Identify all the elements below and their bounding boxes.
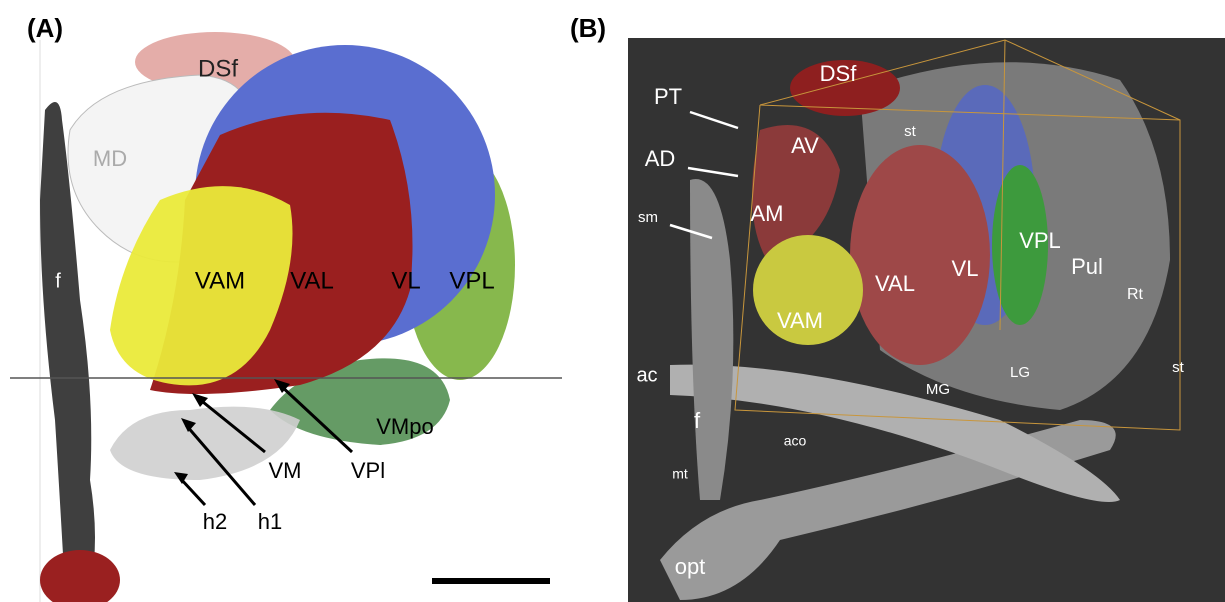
region-label: mt [672,466,688,482]
region-label: DSf [820,61,858,86]
region-label: AM [751,201,784,226]
region-label: PT [654,84,682,109]
region-label: h2 [203,509,227,534]
region-label: VPL [1019,228,1061,253]
region-label: VL [952,256,979,281]
region-label: VMpo [376,414,433,439]
region-label: AD [645,146,676,171]
red-blob [40,550,120,602]
panel-label: (B) [570,13,606,43]
region-label: Rt [1127,286,1144,303]
region-label: VM [269,458,302,483]
figure: (A) (B) DSf MD f VAM VAL VL VPL VMpo VM VPl h2 h1 DS… [0,0,1225,602]
region-label: VAL [290,267,334,294]
region-label: VAM [777,308,823,333]
region-label: VAL [875,271,915,296]
region-label: LG [1010,364,1030,381]
region-label: VPl [351,458,385,483]
region-label: DSf [198,55,238,82]
region-label: h1 [258,509,282,534]
region-label: MG [926,381,950,398]
region-label: st [904,123,917,140]
scale-bar [432,578,550,584]
region-label: ac [636,364,657,386]
panel-label: (A) [27,13,63,43]
region-label: sm [638,209,658,226]
region-label: AV [791,133,819,158]
region-label: f [694,408,701,433]
region-label: aco [784,433,807,449]
region-label: MD [93,146,127,171]
region-label: VL [391,267,420,294]
panel-a [10,32,562,602]
region-label: Pul [1071,254,1103,279]
region-label: opt [675,554,706,579]
panel-b [628,38,1225,602]
region-label: f [55,270,61,292]
region-label: VAM [195,267,245,294]
region-label: st [1172,359,1185,376]
region-label: VPL [449,267,494,294]
